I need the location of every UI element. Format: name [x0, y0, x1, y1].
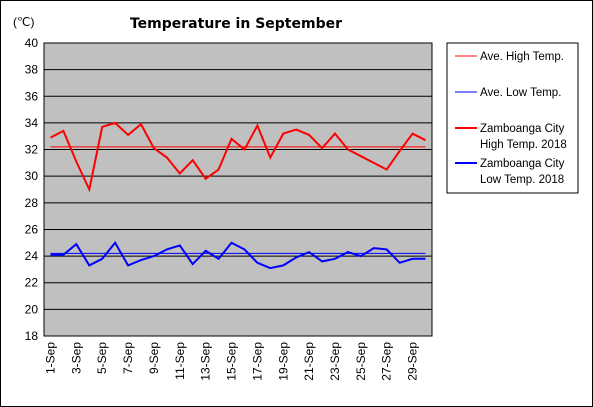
x-tick-label: 27-Sep [380, 342, 394, 381]
plot-area [43, 42, 433, 337]
x-tick-label: 29-Sep [406, 342, 420, 381]
x-tick-label: 13-Sep [199, 342, 213, 381]
y-tick-label: 24 [25, 249, 39, 263]
legend-item-3: Zamboanga City Low Temp. 2018 [455, 158, 565, 186]
legend-box [446, 42, 579, 194]
x-tick-label: 15-Sep [225, 342, 239, 381]
series-line-2 [50, 121, 426, 193]
unit-label: (℃) [13, 15, 34, 29]
legend: Ave. High Temp. Ave. Low Temp. Zamboanga C… [455, 51, 567, 186]
x-tick-label: 1-Sep [43, 342, 57, 374]
x-tick-label: 11-Sep [173, 342, 187, 380]
y-tick-label: 22 [25, 276, 39, 290]
x-tick-label: 9-Sep [147, 342, 161, 374]
y-tick-label: 34 [25, 116, 39, 130]
y-tick-label: 40 [25, 36, 39, 50]
x-tick-label: 3-Sep [69, 342, 83, 374]
x-tick-label: 7-Sep [121, 342, 135, 374]
legend-label: Low Temp. 2018 [480, 174, 564, 186]
legend-label: High Temp. 2018 [480, 139, 567, 151]
legend-label: Ave. High Temp. [480, 51, 564, 63]
y-tick-label: 32 [25, 143, 39, 157]
y-tick-label: 36 [25, 89, 39, 103]
y-tick-label: 20 [25, 302, 39, 316]
legend-label: Zamboanga City [480, 158, 565, 170]
y-tick-label: 38 [25, 63, 39, 77]
y-tick-label: 30 [25, 169, 39, 183]
series-line-3 [50, 241, 426, 270]
x-tick-label: 25-Sep [354, 342, 368, 381]
y-tick-label: 28 [25, 196, 39, 210]
x-tick-label: 19-Sep [276, 342, 290, 381]
legend-label: Ave. Low Temp. [480, 87, 561, 99]
legend-label: Zamboanga City [480, 123, 565, 135]
y-tick-label: 18 [25, 329, 39, 343]
legend-item-1: Ave. Low Temp. [455, 87, 561, 99]
legend-item-2: Zamboanga City High Temp. 2018 [455, 123, 567, 151]
x-tick-label: 21-Sep [302, 342, 316, 381]
x-tick-label: 17-Sep [250, 342, 264, 381]
legend-item-0: Ave. High Temp. [455, 51, 564, 63]
chart-title: Temperature in September [130, 16, 342, 32]
series-lines [50, 121, 426, 270]
x-tick-label: 5-Sep [95, 342, 109, 374]
x-tick-label: 23-Sep [328, 342, 342, 381]
y-tick-label: 26 [25, 222, 39, 236]
y-axis-ticks: 40 38 36 34 32 30 28 26 24 22 20 18 [25, 36, 39, 343]
x-axis-ticks: 1-Sep 3-Sep 5-Sep 7-Sep 9-Sep 11-Sep 13-Sep 15-… [43, 342, 419, 381]
gridlines [44, 69, 432, 310]
